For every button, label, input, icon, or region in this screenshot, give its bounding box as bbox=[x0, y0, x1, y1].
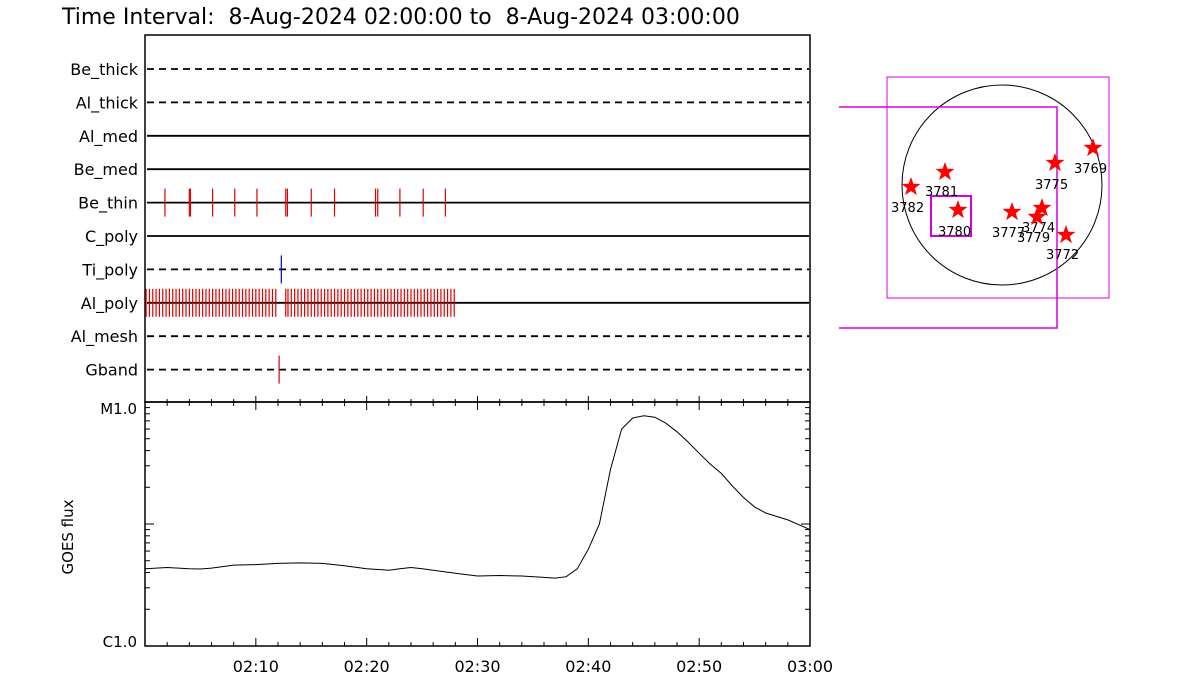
channel-label-al_poly: Al_poly bbox=[81, 294, 138, 314]
goes-flux-line bbox=[144, 415, 811, 579]
region-star-3782 bbox=[901, 177, 921, 196]
region-star-3781 bbox=[935, 162, 955, 181]
goes-frame bbox=[144, 401, 811, 647]
goes-xtick-label: 02:20 bbox=[344, 657, 390, 676]
channel-label-be_thick: Be_thick bbox=[70, 60, 138, 80]
region-star-3779 bbox=[1027, 207, 1047, 226]
region-star-3775 bbox=[1045, 153, 1065, 172]
goes-xtick-label: 03:00 bbox=[787, 657, 833, 676]
map-outer-box bbox=[886, 76, 1110, 299]
region-label-3769: 3769 bbox=[1074, 162, 1107, 177]
goes-axis-ticks bbox=[144, 396, 811, 646]
fov-bracket bbox=[839, 106, 1058, 329]
solar-disk bbox=[901, 84, 1103, 286]
region-star-3777 bbox=[1002, 202, 1022, 221]
region-label-3782: 3782 bbox=[891, 201, 924, 216]
channel-label-gband: Gband bbox=[85, 361, 138, 380]
timeline-events bbox=[145, 188, 455, 384]
goes-ytick-top: M1.0 bbox=[100, 400, 137, 418]
fov-small-box bbox=[930, 195, 972, 237]
goes-xtick-label: 02:30 bbox=[454, 657, 500, 676]
goes-flux-panel: M1.0 C1.0 GOES flux 02:10 02:20 02:30 02:40… bbox=[59, 396, 833, 676]
goes-ytick-bottom: C1.0 bbox=[103, 633, 137, 651]
channel-label-be_thin: Be_thin bbox=[78, 194, 138, 214]
channel-label-al_med: Al_med bbox=[79, 127, 138, 147]
channel-label-al_thick: Al_thick bbox=[76, 93, 139, 113]
region-label-3774: 3774 bbox=[1022, 221, 1055, 236]
region-label-3772: 3772 bbox=[1046, 248, 1079, 263]
region-label-3780: 3780 bbox=[938, 225, 971, 240]
region-star-3774 bbox=[1032, 198, 1052, 217]
channel-label-ti_poly: Ti_poly bbox=[81, 260, 138, 280]
goes-xtick-label: 02:10 bbox=[233, 657, 279, 676]
goes-xtick-label: 02:40 bbox=[565, 657, 611, 676]
region-label-3777: 3777 bbox=[992, 226, 1025, 241]
region-star-3780 bbox=[948, 200, 968, 219]
region-label-3781: 3781 bbox=[925, 185, 958, 200]
region-label-3779: 3779 bbox=[1017, 231, 1050, 246]
region-label-3775: 3775 bbox=[1035, 178, 1068, 193]
goes-xtick-label: 02:50 bbox=[676, 657, 722, 676]
chart-title: Time Interval: 8-Aug-2024 02:00:00 to 8-… bbox=[61, 5, 740, 30]
region-star-3769 bbox=[1083, 138, 1103, 157]
channel-label-c_poly: C_poly bbox=[85, 227, 138, 247]
event-timeline-panel: Be_thick Al_thick Al_med Be_med Be_thin C_pol… bbox=[70, 34, 811, 403]
timeline-frame bbox=[144, 34, 811, 403]
channel-label-be_med: Be_med bbox=[74, 160, 138, 180]
channel-label-al_mesh: Al_mesh bbox=[71, 327, 138, 347]
timeline-rows: Be_thick Al_thick Al_med Be_med Be_thin C_pol… bbox=[70, 60, 809, 380]
goes-x-tick-labels: 02:10 02:20 02:30 02:40 02:50 03:00 bbox=[233, 657, 833, 676]
region-star-3772 bbox=[1056, 225, 1076, 244]
goes-ylabel: GOES flux bbox=[59, 499, 77, 574]
